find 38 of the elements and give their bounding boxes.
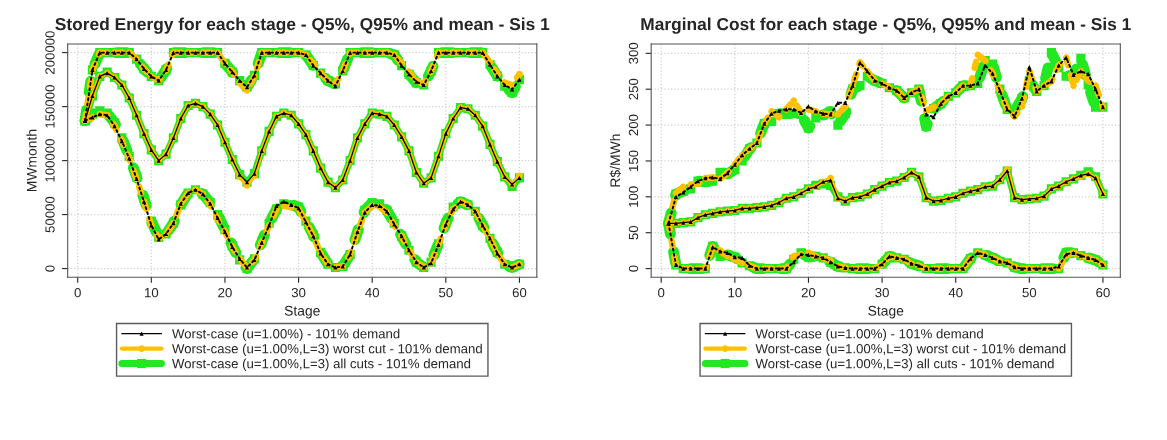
y-tick-label: 150000 — [45, 85, 55, 128]
x-tick-label: 50 — [439, 287, 453, 298]
x-tick-label: 30 — [875, 287, 889, 298]
y-tick-label: 250 — [628, 78, 639, 100]
x-tick-label: 20 — [801, 287, 816, 298]
x-tick-label: 0 — [658, 287, 665, 298]
x-tick-label: 10 — [144, 287, 159, 298]
x-tick-label: 50 — [1022, 287, 1037, 298]
legend-label: Worst-case (u=1.00%) - 101% demand — [755, 328, 983, 342]
y-tick-label: 200000 — [45, 31, 55, 74]
y-axis-title: R$/MWh — [609, 134, 621, 187]
x-axis-title: Stage — [868, 305, 904, 319]
legend-label: Worst-case (u=1.00%,L=3) all cuts - 101% demand — [172, 358, 471, 371]
y-tick-label: 0 — [45, 265, 55, 272]
chart-title: Stored Energy for each stage - Q5%, Q95% and mean - Sis 1 — [55, 17, 550, 34]
legend-label: Worst-case (u=1.00%,L=3) worst cut - 101% demand — [172, 343, 482, 356]
y-tick-label: 50000 — [45, 196, 55, 233]
chart-title: Marginal Cost for each stage - Q5%, Q95% and mean - Sis 1 — [641, 17, 1131, 34]
x-tick-label: 40 — [365, 287, 380, 298]
x-tick-label: 20 — [218, 287, 232, 298]
y-axis-title: MWmonth — [26, 129, 37, 192]
x-tick-label: 10 — [728, 287, 742, 298]
y-tick-label: 0 — [628, 265, 639, 272]
y-tick-label: 200 — [628, 114, 639, 136]
y-tick-label: 100 — [628, 186, 639, 207]
y-tick-label: 300 — [628, 42, 639, 64]
x-tick-label: 60 — [512, 287, 527, 298]
x-tick-label: 0 — [74, 287, 81, 298]
legend-label: Worst-case (u=1.00%) - 101% demand — [172, 328, 400, 342]
legend-label: Worst-case (u=1.00%,L=3) worst cut - 101% demand — [755, 343, 1066, 356]
y-tick-label: 100000 — [45, 139, 55, 182]
x-axis-title: Stage — [284, 305, 320, 319]
x-tick-label: 30 — [291, 287, 306, 298]
legend-label: Worst-case (u=1.00%,L=3) all cuts - 101% demand — [755, 358, 1054, 371]
x-tick-label: 60 — [1096, 287, 1110, 298]
y-tick-label: 150 — [628, 150, 639, 171]
x-tick-label: 40 — [948, 287, 963, 298]
y-tick-label: 50 — [628, 225, 639, 240]
